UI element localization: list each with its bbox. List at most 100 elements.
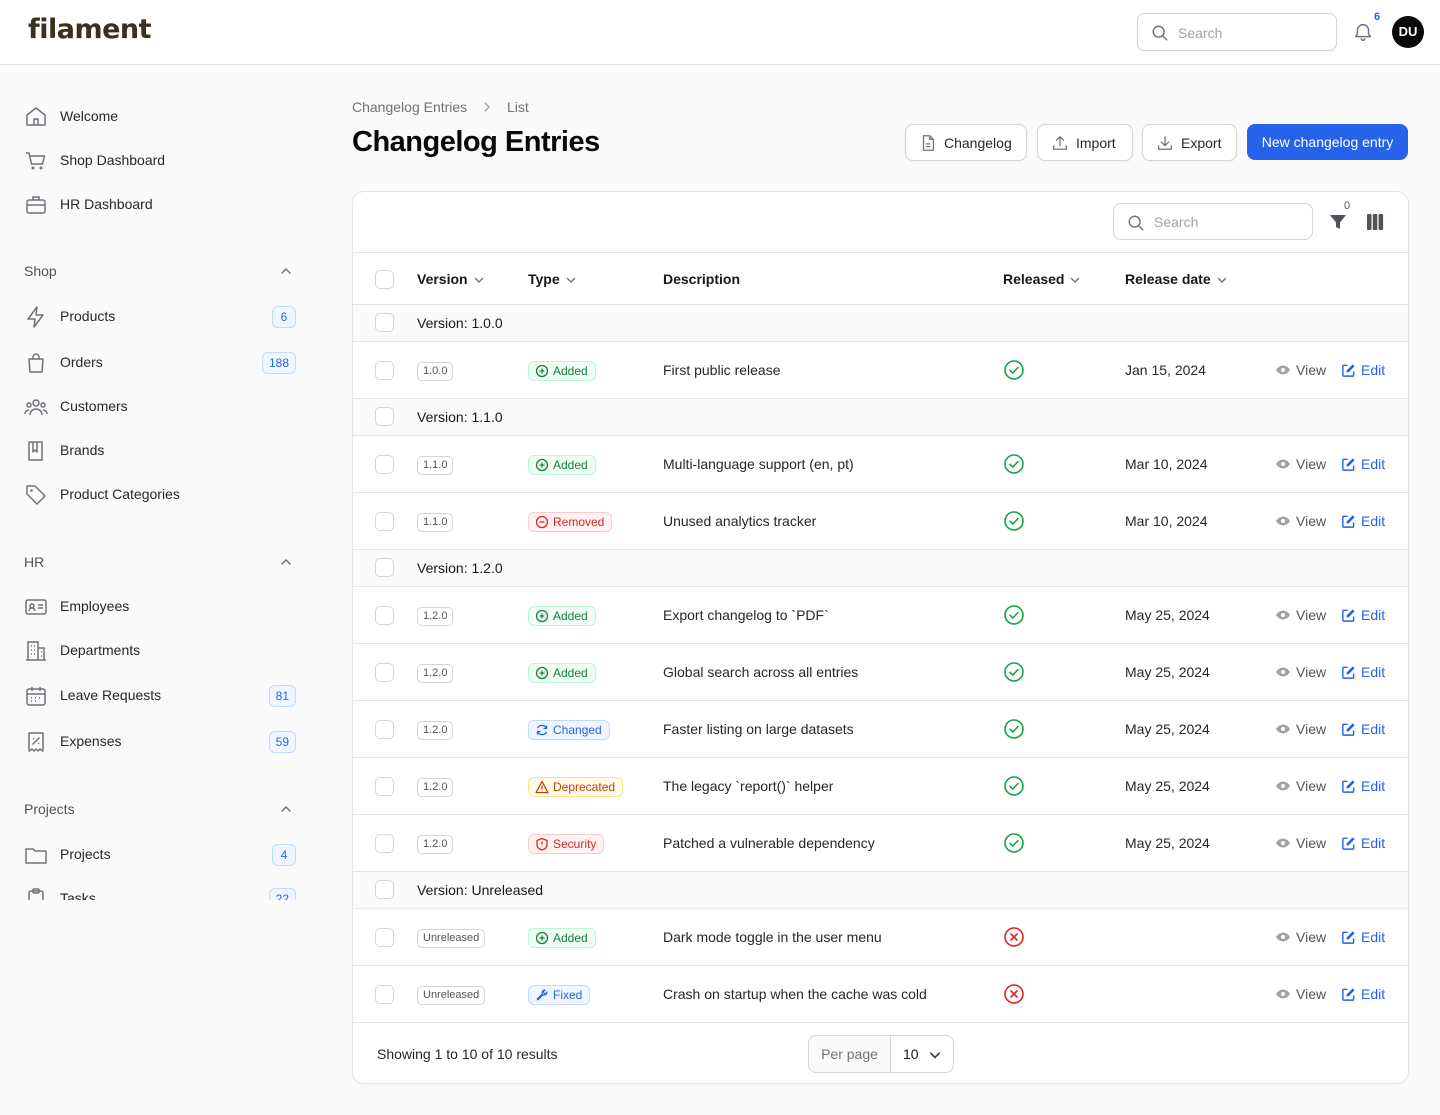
type-badge-label: Removed <box>553 515 605 529</box>
group-select-checkbox[interactable] <box>375 880 394 899</box>
import-button[interactable]: Import <box>1037 124 1133 161</box>
check-circle-icon <box>1003 510 1025 532</box>
edit-action[interactable]: Edit <box>1341 778 1385 795</box>
column-header-version[interactable]: Version <box>417 271 484 287</box>
edit-action[interactable]: Edit <box>1341 607 1385 624</box>
sidebar-item-projects[interactable]: Projects 4 <box>24 837 296 873</box>
row-select-checkbox[interactable] <box>375 606 394 625</box>
edit-action[interactable]: Edit <box>1341 362 1385 379</box>
view-action[interactable]: View <box>1275 778 1326 795</box>
table-card: Search 0 Version Type Description Releas… <box>352 191 1409 1084</box>
sidebar-item-hr-dashboard[interactable]: HR Dashboard <box>24 187 296 223</box>
per-page-select[interactable]: Per page 10 <box>808 1035 954 1073</box>
type-badge-label: Added <box>553 458 588 472</box>
x-circle-icon <box>1003 983 1025 1005</box>
column-header-release-date[interactable]: Release date <box>1125 271 1227 287</box>
row-select-checkbox[interactable] <box>375 663 394 682</box>
row-select-checkbox[interactable] <box>375 455 394 474</box>
table-search-input[interactable]: Search <box>1113 203 1313 240</box>
view-action-label: View <box>1296 778 1327 794</box>
row-select-checkbox[interactable] <box>375 777 394 796</box>
columns-toggle-icon[interactable] <box>1366 213 1384 231</box>
table-row[interactable]: 1.1.0 Removed Unused analytics tracker Mar … <box>353 493 1408 550</box>
sidebar-item-badge: 6 <box>272 306 296 328</box>
row-select-checkbox[interactable] <box>375 720 394 739</box>
app-logo[interactable]: filament <box>28 14 152 45</box>
edit-action[interactable]: Edit <box>1341 929 1385 946</box>
sidebar-item-departments[interactable]: Departments <box>24 633 296 669</box>
row-select-checkbox[interactable] <box>375 361 394 380</box>
table-row[interactable]: 1.2.0 Added Export changelog to `PDF` May 2… <box>353 587 1408 644</box>
view-action[interactable]: View <box>1275 986 1326 1003</box>
edit-action[interactable]: Edit <box>1341 835 1385 852</box>
plus-circle-icon <box>535 609 549 623</box>
table-row[interactable]: 1.2.0 Deprecated The legacy `report()` hel… <box>353 758 1408 815</box>
sidebar-item-shop-dashboard[interactable]: Shop Dashboard <box>24 143 296 179</box>
group-row: Version: 1.0.0 <box>353 305 1408 342</box>
row-select-checkbox[interactable] <box>375 985 394 1004</box>
view-action[interactable]: View <box>1275 721 1326 738</box>
sidebar-group-hr[interactable]: HR <box>24 551 296 575</box>
export-button[interactable]: Export <box>1142 124 1237 161</box>
edit-action[interactable]: Edit <box>1341 721 1385 738</box>
row-select-checkbox[interactable] <box>375 928 394 947</box>
notifications-bell-icon[interactable] <box>1352 21 1374 43</box>
changelog-button[interactable]: Changelog <box>905 124 1027 161</box>
view-action[interactable]: View <box>1275 664 1326 681</box>
view-action[interactable]: View <box>1275 456 1326 473</box>
breadcrumb-parent-link[interactable]: Changelog Entries <box>352 99 468 116</box>
view-action[interactable]: View <box>1275 835 1326 852</box>
view-action[interactable]: View <box>1275 607 1326 624</box>
table-row[interactable]: 1.0.0 Added First public release Jan 15, 20… <box>353 342 1408 399</box>
sidebar-item-label: Tasks <box>60 890 96 900</box>
edit-action[interactable]: Edit <box>1341 664 1385 681</box>
view-action[interactable]: View <box>1275 362 1326 379</box>
calendar-icon <box>24 684 48 708</box>
new-changelog-entry-button[interactable]: New changelog entry <box>1247 124 1408 160</box>
sidebar-item-orders[interactable]: Orders 188 <box>24 345 296 381</box>
sidebar-item-products[interactable]: Products 6 <box>24 299 296 335</box>
table-row[interactable]: 1.2.0 Changed Faster listing on large data… <box>353 701 1408 758</box>
global-search-input[interactable]: Search <box>1137 13 1337 51</box>
view-action[interactable]: View <box>1275 513 1326 530</box>
user-avatar[interactable]: DU <box>1392 16 1424 48</box>
table-row[interactable]: 1.1.0 Added Multi-language support (en, pt… <box>353 436 1408 493</box>
edit-action[interactable]: Edit <box>1341 513 1385 530</box>
edit-action[interactable]: Edit <box>1341 456 1385 473</box>
table-row[interactable]: 1.2.0 Added Global search across all entri… <box>353 644 1408 701</box>
sidebar-item-welcome[interactable]: Welcome <box>24 99 296 135</box>
group-select-checkbox[interactable] <box>375 558 394 577</box>
plus-circle-icon <box>535 458 549 472</box>
select-all-checkbox[interactable] <box>375 270 394 289</box>
sidebar-item-label: HR Dashboard <box>60 196 153 212</box>
filter-icon[interactable] <box>1328 212 1348 232</box>
eye-icon <box>1275 362 1291 378</box>
sidebar-item-product-categories[interactable]: Product Categories <box>24 477 296 513</box>
sidebar-item-expenses[interactable]: Expenses 59 <box>24 724 296 760</box>
sidebar-item-leave-requests[interactable]: Leave Requests 81 <box>24 678 296 714</box>
sidebar-group-projects[interactable]: Projects <box>24 798 296 822</box>
sidebar-item-employees[interactable]: Employees <box>24 589 296 625</box>
table-row[interactable]: Unreleased Fixed Crash on startup when the… <box>353 966 1408 1023</box>
sidebar-item-tasks[interactable]: Tasks 22 <box>24 881 296 900</box>
column-header-released-label: Released <box>1003 271 1065 287</box>
view-action-label: View <box>1296 986 1327 1002</box>
row-select-checkbox[interactable] <box>375 512 394 531</box>
table-row[interactable]: 1.2.0 Security Patched a vulnerable depend… <box>353 815 1408 872</box>
column-header-type[interactable]: Type <box>528 271 576 287</box>
sidebar-item-brands[interactable]: Brands <box>24 433 296 469</box>
edit-action[interactable]: Edit <box>1341 986 1385 1003</box>
group-select-checkbox[interactable] <box>375 313 394 332</box>
group-select-checkbox[interactable] <box>375 407 394 426</box>
book-icon <box>24 439 48 463</box>
column-header-released[interactable]: Released <box>1003 271 1080 287</box>
sidebar-group-shop[interactable]: Shop <box>24 260 296 284</box>
pencil-square-icon <box>1341 930 1356 945</box>
chevron-down-icon <box>1070 275 1080 285</box>
sidebar-item-customers[interactable]: Customers <box>24 389 296 425</box>
row-select-checkbox[interactable] <box>375 834 394 853</box>
view-action[interactable]: View <box>1275 929 1326 946</box>
upload-icon <box>1051 134 1069 152</box>
type-badge-label: Added <box>553 364 588 378</box>
table-row[interactable]: Unreleased Added Dark mode toggle in the u… <box>353 909 1408 966</box>
